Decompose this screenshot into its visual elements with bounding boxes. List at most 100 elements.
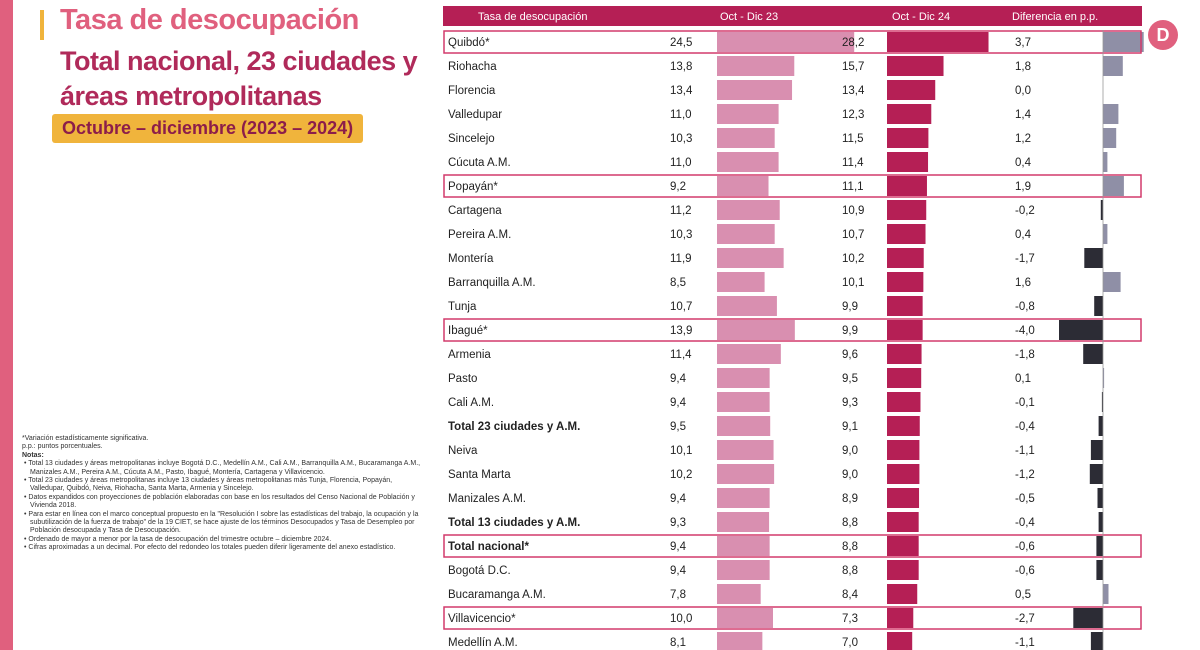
row-label: Sincelejo bbox=[448, 133, 495, 145]
difference-label: 1,2 bbox=[1015, 133, 1031, 145]
bar-2024 bbox=[887, 512, 919, 532]
bar-difference bbox=[1090, 440, 1103, 460]
bar-2023 bbox=[717, 56, 795, 76]
column-header: Oct - Dic 24 bbox=[892, 11, 950, 23]
difference-label: -0,4 bbox=[1015, 421, 1035, 433]
title-accent-bar bbox=[40, 10, 44, 40]
difference-label: 0,1 bbox=[1015, 373, 1031, 385]
bar-2024 bbox=[887, 104, 932, 124]
note-item: Datos expandidos con proyecciones de pob… bbox=[22, 494, 427, 511]
difference-label: -1,1 bbox=[1015, 445, 1035, 457]
difference-label: -0,6 bbox=[1015, 541, 1035, 553]
bar-2024 bbox=[887, 584, 918, 604]
value-2024-label: 8,4 bbox=[842, 589, 859, 601]
bar-2023 bbox=[717, 128, 775, 148]
difference-label: -0,6 bbox=[1015, 565, 1035, 577]
difference-label: -1,8 bbox=[1015, 349, 1035, 361]
value-2024-label: 10,1 bbox=[842, 277, 864, 289]
significant-row-highlight bbox=[443, 318, 1142, 342]
row-label: Manizales A.M. bbox=[448, 493, 526, 505]
difference-label: 0,4 bbox=[1015, 157, 1032, 169]
bar-difference bbox=[1098, 416, 1103, 436]
value-2024-label: 9,0 bbox=[842, 445, 858, 457]
note-item: Total 13 ciudades y áreas metropolitanas… bbox=[22, 460, 427, 477]
row-label: Total 13 ciudades y A.M. bbox=[448, 517, 580, 529]
row-label: Neiva bbox=[448, 445, 478, 457]
bar-2023 bbox=[717, 632, 763, 650]
footnotes: *Variación estadísticamente significativ… bbox=[22, 435, 427, 553]
value-2023-label: 9,4 bbox=[670, 373, 687, 385]
bar-difference bbox=[1090, 632, 1103, 650]
bar-difference bbox=[1103, 176, 1124, 196]
bar-2023 bbox=[717, 392, 770, 412]
value-2023-label: 9,4 bbox=[670, 493, 687, 505]
value-2023-label: 11,0 bbox=[670, 157, 692, 169]
row-label: Cúcuta A.M. bbox=[448, 157, 511, 169]
note-pp: p.p.: puntos porcentuales. bbox=[22, 443, 103, 451]
value-2024-label: 13,4 bbox=[842, 85, 865, 97]
row-label: Florencia bbox=[448, 85, 496, 97]
bar-difference bbox=[1083, 344, 1103, 364]
value-2024-label: 10,7 bbox=[842, 229, 864, 241]
left-accent-stripe bbox=[0, 0, 13, 650]
bar-difference bbox=[1103, 584, 1109, 604]
value-2023-label: 11,2 bbox=[670, 205, 692, 217]
bar-difference bbox=[1096, 560, 1103, 580]
bar-2024 bbox=[887, 320, 923, 340]
row-label: Cartagena bbox=[448, 205, 502, 217]
note-item: Ordenado de mayor a menor por la tasa de… bbox=[22, 536, 427, 544]
bar-2023 bbox=[717, 176, 769, 196]
difference-label: 1,6 bbox=[1015, 277, 1031, 289]
row-label: Armenia bbox=[448, 349, 491, 361]
bar-2024 bbox=[887, 536, 919, 556]
significant-row-highlight bbox=[443, 534, 1142, 558]
notes-list: Total 13 ciudades y áreas metropolitanas… bbox=[22, 460, 427, 552]
value-2023-label: 9,4 bbox=[670, 565, 687, 577]
difference-label: -0,1 bbox=[1015, 397, 1035, 409]
value-2024-label: 8,8 bbox=[842, 565, 858, 577]
bar-difference bbox=[1094, 296, 1103, 316]
value-2024-label: 7,3 bbox=[842, 613, 858, 625]
row-label: Tunja bbox=[448, 301, 477, 313]
row-label: Cali A.M. bbox=[448, 397, 494, 409]
row-label: Popayán* bbox=[448, 181, 498, 193]
value-2023-label: 9,2 bbox=[670, 181, 686, 193]
value-2024-label: 9,9 bbox=[842, 325, 858, 337]
bar-2023 bbox=[717, 224, 775, 244]
bar-difference bbox=[1098, 512, 1103, 532]
bar-2024 bbox=[887, 440, 920, 460]
bar-2024 bbox=[887, 392, 921, 412]
value-2024-label: 9,0 bbox=[842, 469, 858, 481]
bar-2024 bbox=[887, 128, 929, 148]
value-2023-label: 7,8 bbox=[670, 589, 686, 601]
value-2023-label: 11,4 bbox=[670, 349, 692, 361]
difference-label: 1,8 bbox=[1015, 61, 1031, 73]
value-2023-label: 8,1 bbox=[670, 637, 686, 649]
value-2023-label: 9,4 bbox=[670, 541, 687, 553]
value-2023-label: 10,3 bbox=[670, 133, 692, 145]
bar-2023 bbox=[717, 368, 770, 388]
bar-difference bbox=[1103, 152, 1108, 172]
bar-2024 bbox=[887, 224, 926, 244]
row-label: Pasto bbox=[448, 373, 477, 385]
bar-2024 bbox=[887, 32, 989, 52]
value-2023-label: 9,3 bbox=[670, 517, 686, 529]
value-2024-label: 8,8 bbox=[842, 541, 858, 553]
bar-2024 bbox=[887, 344, 922, 364]
difference-label: -1,7 bbox=[1015, 253, 1035, 265]
value-2024-label: 10,2 bbox=[842, 253, 864, 265]
bar-2024 bbox=[887, 416, 920, 436]
difference-label: -4,0 bbox=[1015, 325, 1035, 337]
bar-2023 bbox=[717, 248, 784, 268]
value-2023-label: 9,4 bbox=[670, 397, 687, 409]
value-2024-label: 15,7 bbox=[842, 61, 864, 73]
column-header: Tasa de desocupación bbox=[478, 11, 587, 23]
bar-2023 bbox=[717, 104, 779, 124]
row-label: Riohacha bbox=[448, 61, 497, 73]
bar-2024 bbox=[887, 368, 922, 388]
page-title: Tasa de desocupación bbox=[60, 4, 359, 36]
difference-label: 3,7 bbox=[1015, 37, 1031, 49]
bar-2023 bbox=[717, 32, 855, 52]
difference-label: -0,8 bbox=[1015, 301, 1035, 313]
value-2024-label: 7,0 bbox=[842, 637, 858, 649]
